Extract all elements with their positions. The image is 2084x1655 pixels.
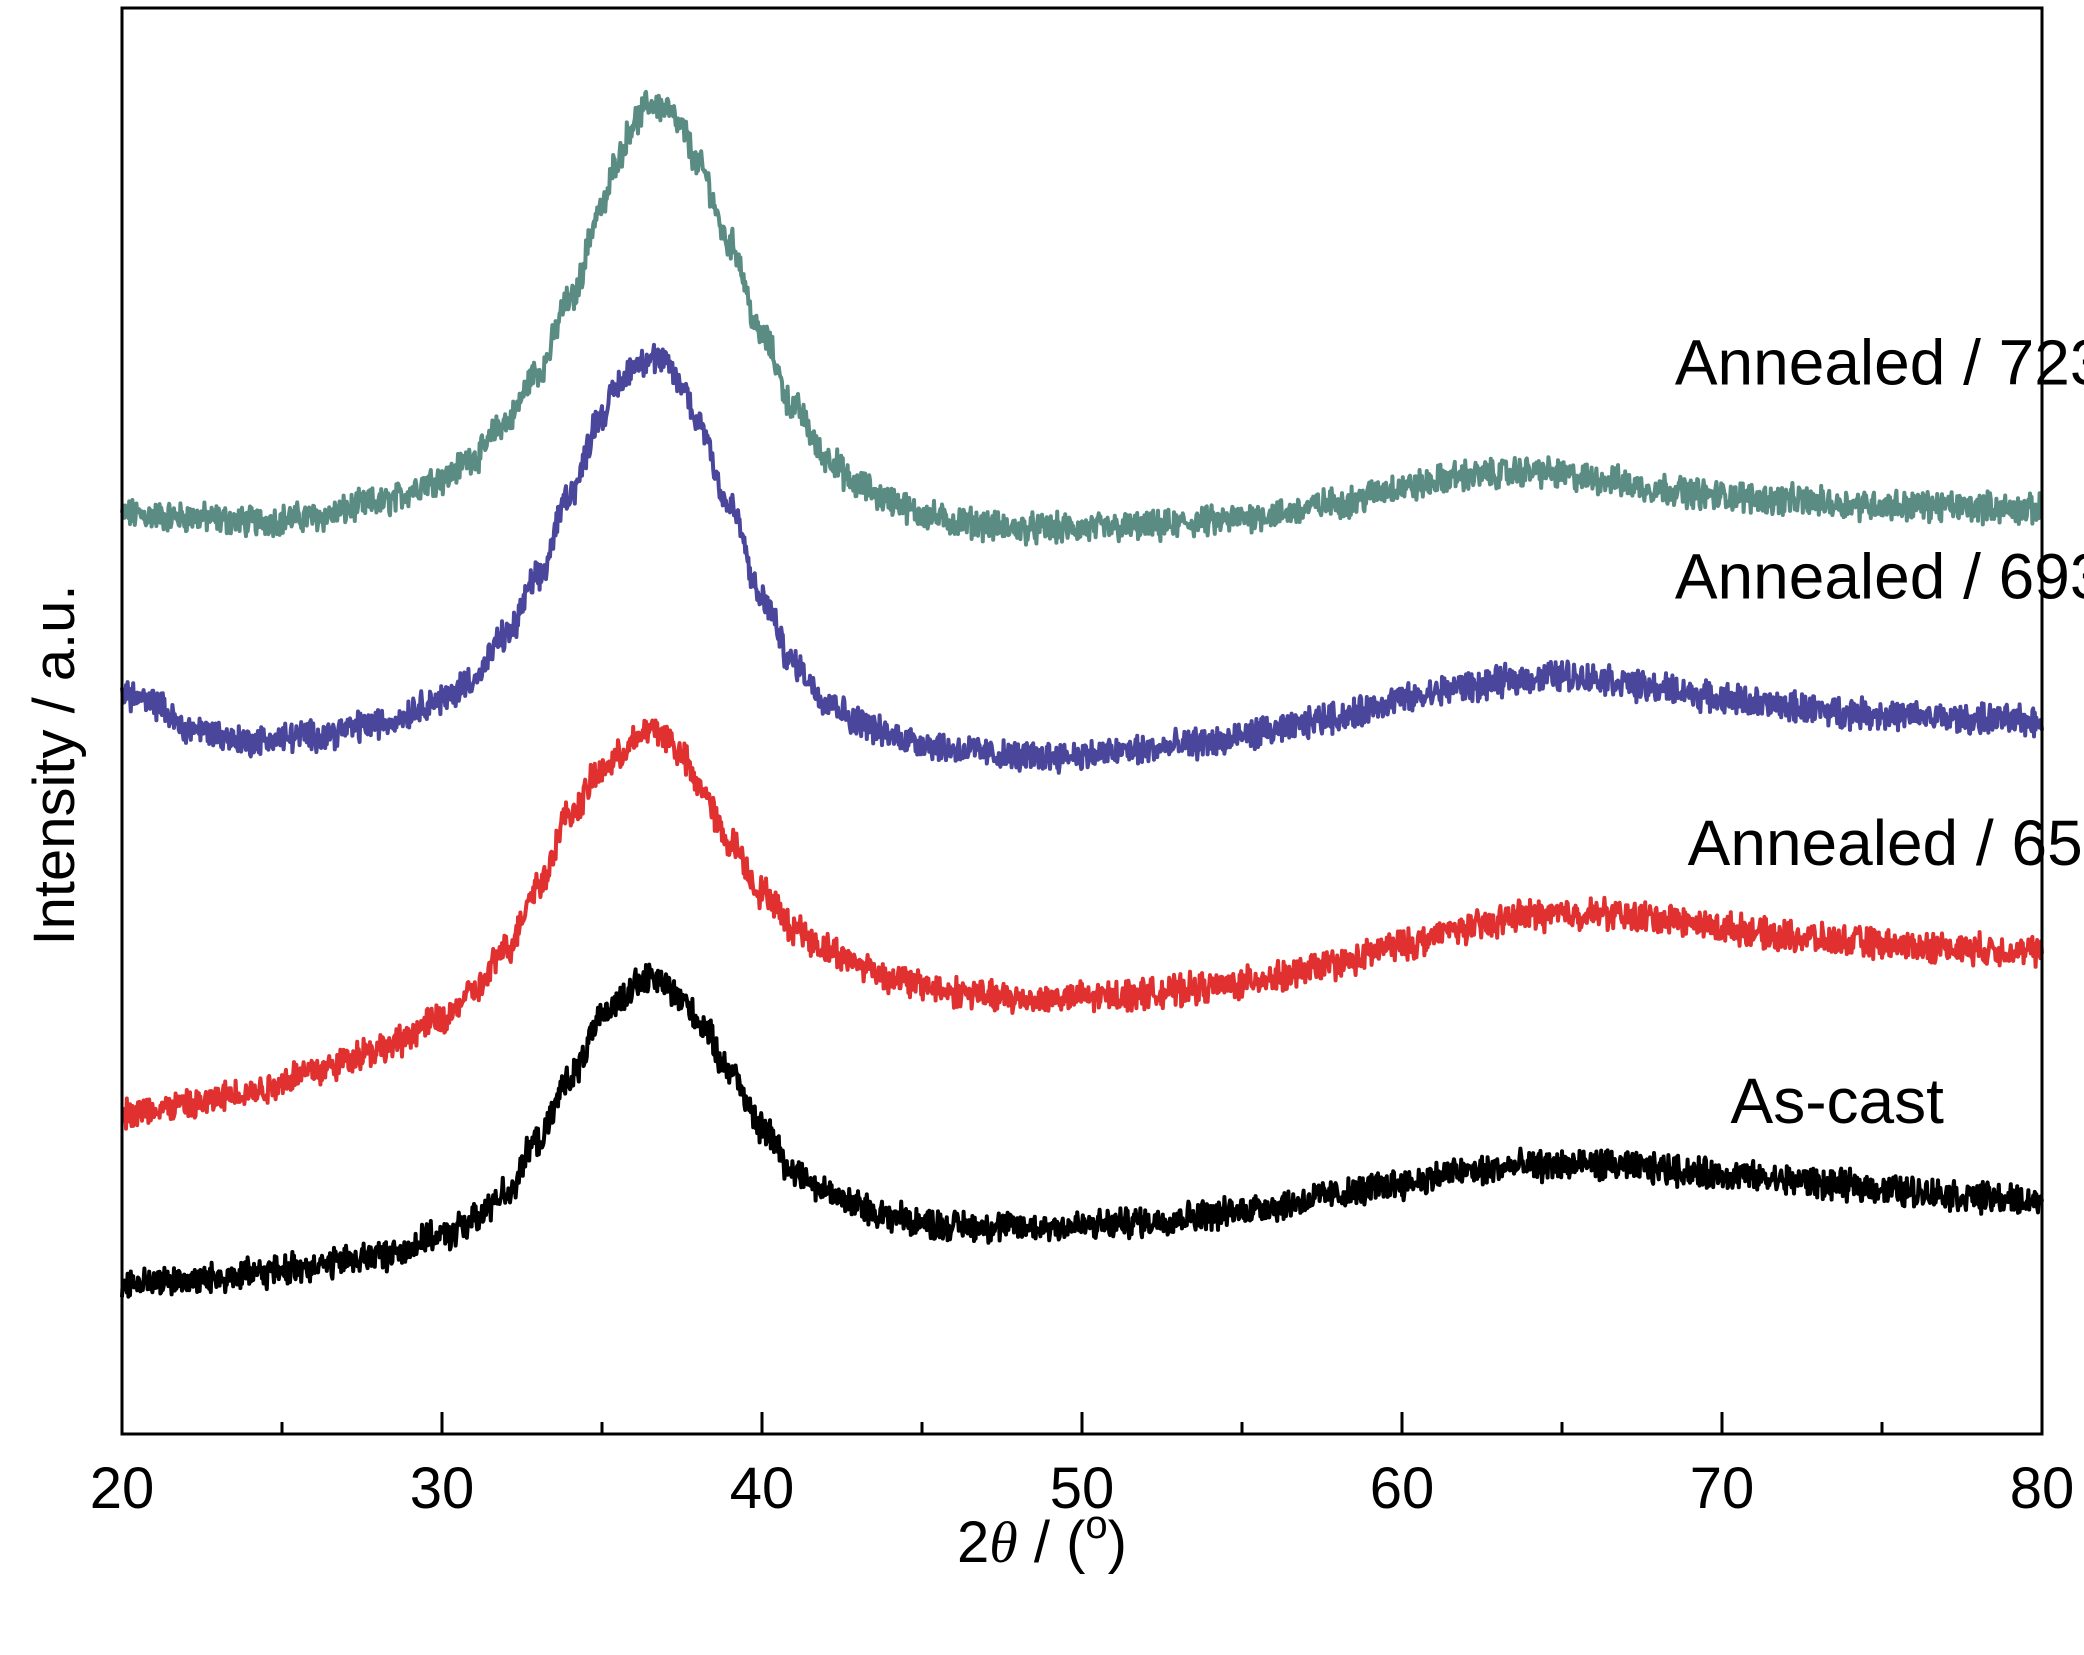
series-label-annealed-693-k: Annealed / 693 K <box>1675 540 2084 612</box>
x-axis-tick-labels: 20 30 40 50 60 70 80 <box>90 1456 2075 1521</box>
x-tick-label: 20 <box>90 1456 155 1521</box>
x-axis-title-middle: / ( <box>1018 1510 1086 1575</box>
x-tick-label: 60 <box>1370 1456 1435 1521</box>
series-label-layer: Annealed / 723 K Annealed / 693 K Annealed… <box>1675 326 2084 1137</box>
series-label-annealed-723-k: Annealed / 723 K <box>1675 326 2084 398</box>
series-line-annealed-723-k <box>120 89 2044 547</box>
x-tick-label: 30 <box>410 1456 475 1521</box>
theta-symbol: θ <box>989 1510 1018 1575</box>
x-axis-title: 2θ / (o) <box>957 1503 1127 1575</box>
series-label-annealed-653-k: Annealed / 653 K <box>1688 807 2084 879</box>
degree-symbol: o <box>1085 1503 1107 1547</box>
x-tick-label: 70 <box>1690 1456 1755 1521</box>
series-line-annealed-693-k <box>120 342 2044 775</box>
x-tick-label: 40 <box>730 1456 795 1521</box>
y-axis-title: Intensity / a.u. <box>22 584 87 945</box>
series-layer <box>120 89 2044 1299</box>
series-line-annealed-653-k <box>120 718 2044 1131</box>
x-axis-title-close: ) <box>1108 1510 1127 1575</box>
x-axis-ticks <box>120 1412 2044 1434</box>
x-tick-label: 50 <box>1050 1456 1115 1521</box>
series-label-as-cast: As-cast <box>1731 1065 1945 1137</box>
series-line-as-cast <box>120 962 2044 1299</box>
x-axis-title-prefix: 2 <box>957 1510 989 1575</box>
x-tick-label: 80 <box>2010 1456 2075 1521</box>
